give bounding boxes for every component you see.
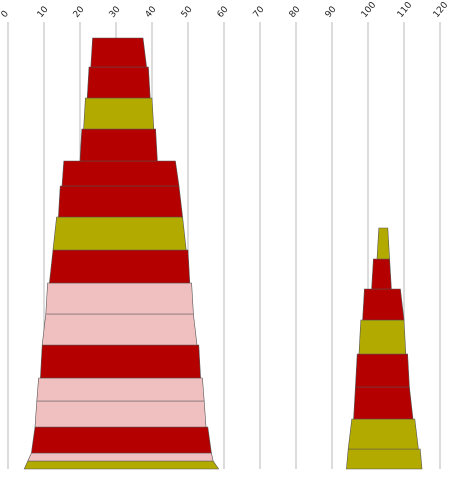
stack-segment <box>36 377 205 402</box>
stack-segment <box>371 258 392 290</box>
stack-segment <box>347 418 419 450</box>
plot-area <box>23 37 423 470</box>
stack-segment <box>376 227 390 260</box>
x-tick-label: 100 <box>360 0 379 20</box>
x-tick-label: 20 <box>72 5 87 20</box>
stack-segment <box>34 400 207 428</box>
x-tick-label: 110 <box>396 0 415 20</box>
stack-segment <box>52 216 187 251</box>
x-tick-label: 30 <box>108 5 123 20</box>
stack-segment <box>41 313 198 346</box>
stack-segment <box>90 37 147 68</box>
stack-segment <box>353 386 414 420</box>
stack-segment <box>358 319 407 355</box>
x-tick-label: 60 <box>216 5 231 20</box>
stack-2 <box>346 227 423 470</box>
stack-segment <box>40 344 201 379</box>
x-tick-label: 10 <box>36 5 51 20</box>
x-axis-tick-labels: 0 10 20 30 40 50 60 70 80 90 100 110 120 <box>0 0 451 20</box>
x-tick-label: 40 <box>144 5 159 20</box>
stack-1 <box>23 37 220 470</box>
x-tick-label: 90 <box>324 5 339 20</box>
stack-segment <box>83 97 155 130</box>
x-tick-label: 0 <box>0 9 11 20</box>
stack-segment <box>86 66 151 99</box>
stack-segment <box>31 426 212 454</box>
stack-segment <box>362 288 405 321</box>
stack-segment <box>61 160 180 187</box>
x-tick-label: 50 <box>180 5 195 20</box>
x-tick-label: 120 <box>432 0 451 20</box>
stack-segment <box>49 249 191 284</box>
x-tick-label: 80 <box>288 5 303 20</box>
stack-segment <box>79 128 158 162</box>
stack-segment <box>23 460 220 470</box>
stack-segment <box>45 282 194 315</box>
stack-segment <box>27 452 214 462</box>
stack-segment <box>58 185 183 218</box>
x-tick-label: 70 <box>252 5 267 20</box>
stack-segment <box>346 448 423 470</box>
stack-segment <box>355 353 410 388</box>
